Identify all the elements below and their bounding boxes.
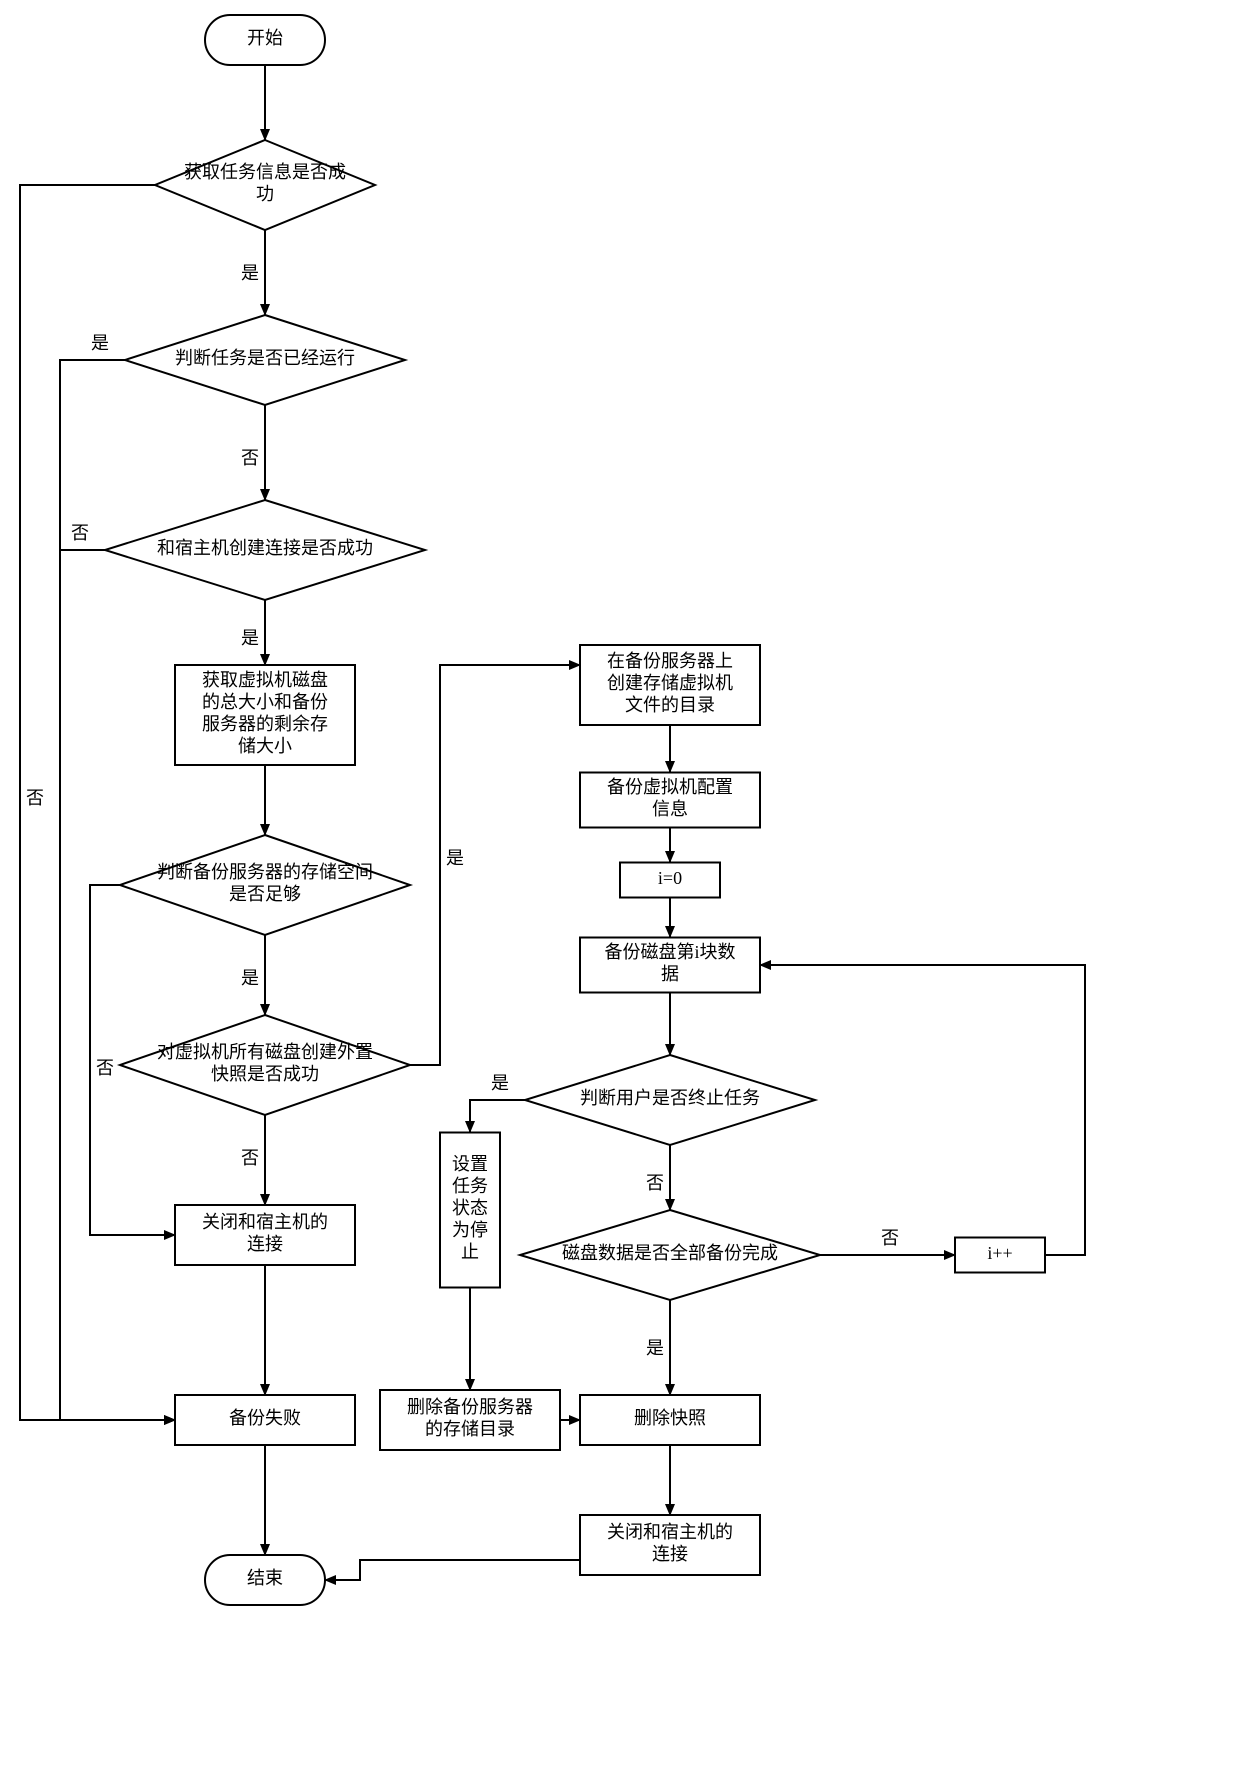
node-p_bkblock: 备份磁盘第i块数据	[580, 938, 760, 993]
node-p_fail: 备份失败	[175, 1395, 355, 1445]
node-p_setstop-text: 任务	[452, 1176, 488, 1196]
node-p_getsize-text: 获取虚拟机磁盘	[202, 670, 328, 690]
node-p_bkblock-text: 备份磁盘第i块数	[604, 942, 735, 962]
node-p_delsnap: 删除快照	[580, 1395, 760, 1445]
node-p_i0-text: i=0	[658, 868, 682, 888]
node-p_bkblock-text: 据	[661, 964, 679, 984]
node-p_closeconn2: 关闭和宿主机的连接	[580, 1515, 760, 1575]
edge-22-label: 否	[881, 1228, 899, 1248]
flowchart-canvas: 是否是是否否是否否是否是否是 开始获取任务信息是否成功判断任务是否已经运行和宿主…	[0, 0, 1240, 1765]
node-d_space-text: 是否足够	[229, 884, 301, 904]
edge-9-label: 否	[26, 788, 44, 808]
node-d_running-text: 判断任务是否已经运行	[175, 348, 355, 368]
node-p_mkdir: 在备份服务器上创建存储虚拟机文件的目录	[580, 645, 760, 725]
node-p_getsize-text: 服务器的剩余存	[202, 714, 328, 734]
edge-3-label: 是	[241, 628, 259, 648]
node-d_getinfo: 获取任务信息是否成功	[155, 140, 375, 230]
edge-10-label: 是	[91, 333, 109, 353]
node-start: 开始	[205, 15, 325, 65]
node-p_closeconn1-text: 连接	[247, 1234, 283, 1254]
node-d_space-text: 判断备份服务器的存储空间	[157, 862, 373, 882]
node-p_mkdir-text: 创建存储虚拟机	[607, 673, 733, 693]
node-d_running: 判断任务是否已经运行	[125, 315, 405, 405]
node-p_bkconfig-text: 备份虚拟机配置	[607, 777, 733, 797]
node-p_getsize: 获取虚拟机磁盘的总大小和备份服务器的剩余存储大小	[175, 665, 355, 765]
node-p_bkconfig: 备份虚拟机配置信息	[580, 773, 760, 828]
node-d_space: 判断备份服务器的存储空间是否足够	[120, 835, 410, 935]
edge-13	[410, 665, 580, 1065]
edge-2-label: 否	[241, 448, 259, 468]
node-d_connect: 和宿主机创建连接是否成功	[105, 500, 425, 600]
edge-6-label: 否	[241, 1148, 259, 1168]
node-start-text: 开始	[247, 28, 283, 48]
node-d_connect-text: 和宿主机创建连接是否成功	[157, 538, 373, 558]
node-p_getsize-text: 储大小	[238, 736, 292, 756]
node-d_snapshot-text: 对虚拟机所有磁盘创建外置	[157, 1042, 373, 1062]
node-p_setstop: 设置任务状态为停止	[440, 1133, 500, 1288]
node-d_getinfo-text: 获取任务信息是否成	[184, 162, 346, 182]
node-p_delstore-text: 的存储目录	[425, 1419, 515, 1439]
node-end-text: 结束	[247, 1568, 283, 1588]
edge-18-label: 否	[646, 1173, 664, 1193]
edge-24	[470, 1100, 525, 1132]
node-p_closeconn1: 关闭和宿主机的连接	[175, 1205, 355, 1265]
node-p_closeconn1-text: 关闭和宿主机的	[202, 1212, 328, 1232]
node-p_getsize-text: 的总大小和备份	[202, 692, 328, 712]
edge-24-label: 是	[491, 1073, 509, 1093]
node-d_snapshot: 对虚拟机所有磁盘创建外置快照是否成功	[120, 1015, 410, 1115]
node-p_closeconn2-text: 关闭和宿主机的	[607, 1522, 733, 1542]
node-d_getinfo-text: 功	[256, 184, 274, 204]
node-p_setstop-text: 设置	[452, 1154, 488, 1174]
node-p_mkdir-text: 文件的目录	[625, 695, 715, 715]
node-d_userstop: 判断用户是否终止任务	[525, 1055, 815, 1145]
node-end: 结束	[205, 1555, 325, 1605]
node-p_delstore-text: 删除备份服务器	[407, 1397, 533, 1417]
node-p_fail-text: 备份失败	[229, 1408, 301, 1428]
edge-5-label: 是	[241, 968, 259, 988]
node-p_mkdir-text: 在备份服务器上	[607, 651, 733, 671]
node-d_snapshot-text: 快照是否成功	[211, 1064, 319, 1084]
edge-19-label: 是	[646, 1338, 664, 1358]
node-p_closeconn2-text: 连接	[652, 1544, 688, 1564]
edge-13-label: 是	[446, 848, 464, 868]
node-p_setstop-text: 为停	[452, 1220, 488, 1240]
edge-11-label: 否	[71, 523, 89, 543]
node-d_alldone-text: 磁盘数据是否全部备份完成	[562, 1243, 778, 1263]
node-p_delsnap-text: 删除快照	[634, 1408, 706, 1428]
node-d_alldone: 磁盘数据是否全部备份完成	[520, 1210, 820, 1300]
node-p_delstore: 删除备份服务器的存储目录	[380, 1390, 560, 1450]
edge-23	[760, 965, 1085, 1255]
node-p_setstop-text: 止	[461, 1242, 479, 1262]
edge-11	[60, 550, 175, 1420]
edge-21	[325, 1560, 580, 1580]
node-p_i0: i=0	[620, 863, 720, 898]
edge-12-label: 否	[96, 1058, 114, 1078]
node-d_userstop-text: 判断用户是否终止任务	[580, 1088, 760, 1108]
node-p_setstop-text: 状态	[452, 1198, 488, 1218]
node-p_bkconfig-text: 信息	[652, 799, 688, 819]
node-p_ipp-text: i++	[987, 1243, 1012, 1263]
node-p_ipp: i++	[955, 1238, 1045, 1273]
edge-1-label: 是	[241, 263, 259, 283]
